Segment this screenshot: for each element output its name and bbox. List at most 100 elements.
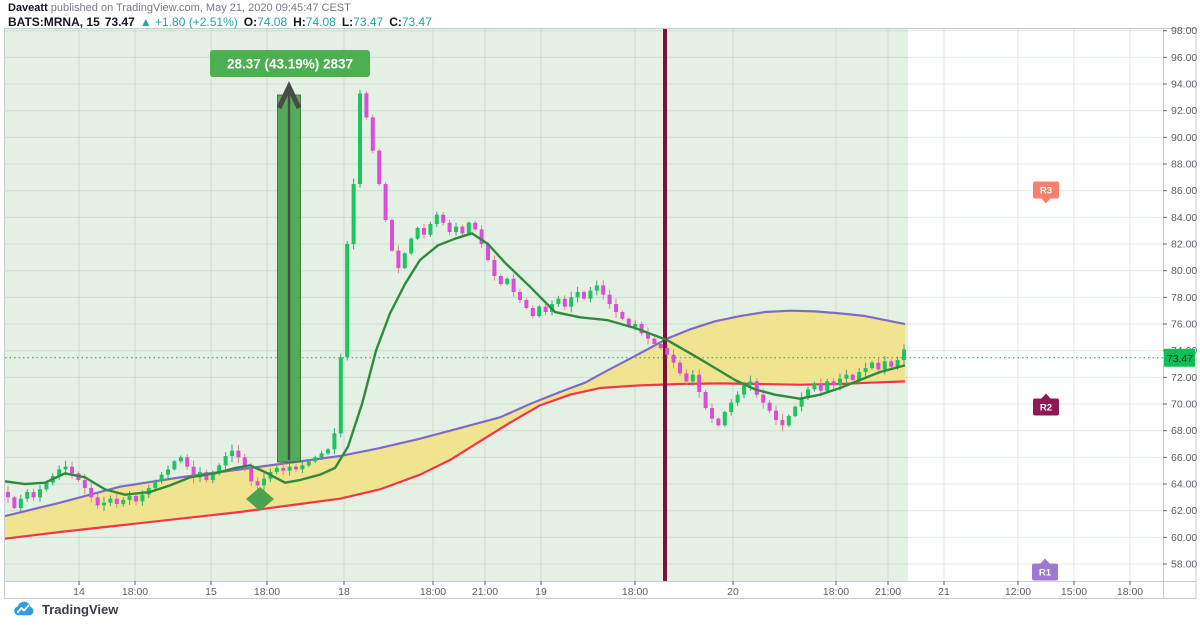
candle-body (326, 449, 330, 454)
candle-body (434, 214, 439, 225)
price-tick-label: 62.00 (1171, 505, 1197, 517)
candle-body (38, 489, 42, 498)
candle-body (850, 374, 855, 381)
time-tick-label: 18:00 (420, 586, 446, 598)
candle-body (671, 354, 676, 363)
price-tick-label: 98.00 (1171, 25, 1197, 37)
measure-label-box[interactable] (210, 50, 370, 77)
candle-body (409, 238, 414, 254)
candle-body (255, 481, 260, 486)
candle-body (729, 402, 734, 413)
candle-body (620, 312, 625, 319)
time-tick-label: 18:00 (1117, 586, 1143, 598)
candle-body (646, 333, 650, 339)
candle-body (633, 324, 638, 327)
candle-body (223, 456, 228, 466)
candle-body (594, 285, 599, 291)
time-tick-label: 18:00 (823, 586, 849, 598)
candle-body (562, 298, 567, 307)
pivot-tag-r3[interactable]: R3 (1033, 181, 1059, 204)
candle-body (492, 260, 497, 277)
byline-text: published on TradingView.com, May 21, 20… (47, 2, 351, 14)
candle-body (370, 117, 375, 151)
price-axis[interactable]: 58.00 60.00 62.00 64.00 66.00 68.00 70.00 72.00… (1163, 25, 1197, 571)
tradingview-branding[interactable]: TradingView (12, 600, 118, 619)
candle-body (18, 498, 23, 509)
candle-body (121, 500, 126, 505)
candle-body (287, 466, 292, 471)
candle-body (639, 324, 644, 334)
time-axis[interactable]: 14 18:00 15 18:00 18 18:00 21:00 19 18:00 20 18:00… (73, 581, 1143, 598)
time-tick-label: 21 (938, 586, 950, 598)
measure-label-text: 28.37 (43.19%) 2837 (227, 57, 353, 72)
candle-body (818, 384, 823, 391)
pivot-tag-r2[interactable]: R2 (1033, 393, 1059, 416)
chart-border (4, 28, 1197, 599)
svg-text:R3: R3 (1040, 186, 1052, 197)
close-label: C: (389, 15, 402, 30)
candle-body (889, 361, 894, 367)
candle-body (114, 498, 119, 505)
candle-body (262, 478, 266, 486)
price-tick-label: 68.00 (1171, 425, 1197, 437)
candle-body (306, 461, 311, 466)
price-tick-label: 70.00 (1171, 399, 1197, 411)
candle-body (466, 222, 471, 234)
candle-body (447, 222, 452, 233)
author-name: Daveatt (8, 2, 48, 14)
candle-body (498, 276, 503, 285)
price-tick-label: 64.00 (1171, 479, 1197, 491)
candle-body (390, 220, 394, 251)
time-tick-label: 14 (73, 586, 85, 598)
candle-body (735, 394, 740, 403)
price-tick-label: 90.00 (1171, 132, 1197, 144)
candle-body (441, 214, 446, 223)
open-label: O: (243, 15, 258, 30)
candle-body (300, 465, 305, 470)
time-tick-label: 18 (338, 586, 350, 598)
price-tick-label: 82.00 (1171, 239, 1197, 251)
ma-green-line (4, 232, 906, 496)
candle-body (665, 348, 670, 355)
candle-body (710, 408, 714, 419)
candle-body (204, 472, 209, 481)
candle-body (364, 93, 369, 118)
time-tick-label: 15 (205, 586, 217, 598)
candle-body (543, 306, 548, 313)
time-tick-label: 21:00 (875, 586, 901, 598)
candle-body (863, 368, 868, 373)
candle-body (652, 338, 657, 345)
candle-body (377, 150, 382, 185)
candle-body (479, 229, 484, 245)
candle-body (473, 222, 478, 230)
candle-body (537, 306, 542, 317)
candle-body (716, 418, 721, 426)
candle-body (210, 473, 215, 481)
candle-body (454, 226, 458, 233)
candle-body (575, 292, 580, 298)
candle-body (332, 433, 337, 450)
candle-body (396, 250, 401, 269)
candle-body (582, 292, 586, 299)
candle-body (63, 466, 68, 470)
candle-body (70, 466, 74, 474)
candle-body (428, 224, 433, 235)
candle-body (274, 468, 279, 473)
candle-body (217, 465, 222, 474)
low-value: 73.47 (353, 15, 384, 30)
candle-body (351, 184, 356, 245)
price-tick-label: 80.00 (1171, 265, 1197, 277)
price-change: ▲ +1.80 (+2.51%) (139, 15, 238, 30)
candle-body (786, 416, 791, 426)
pivot-tag-r1[interactable]: R1 (1032, 558, 1058, 581)
candle-body (511, 278, 516, 293)
price-tick-label: 96.00 (1171, 52, 1197, 64)
candle-body (57, 469, 62, 477)
tradingview-logo-icon (14, 601, 34, 616)
time-tick-label: 18:00 (122, 586, 148, 598)
candle-body (774, 410, 778, 421)
symbol-name[interactable]: BATS:MRNA, 15 (8, 15, 100, 30)
candle-body (780, 420, 785, 426)
candle-body (722, 412, 727, 426)
